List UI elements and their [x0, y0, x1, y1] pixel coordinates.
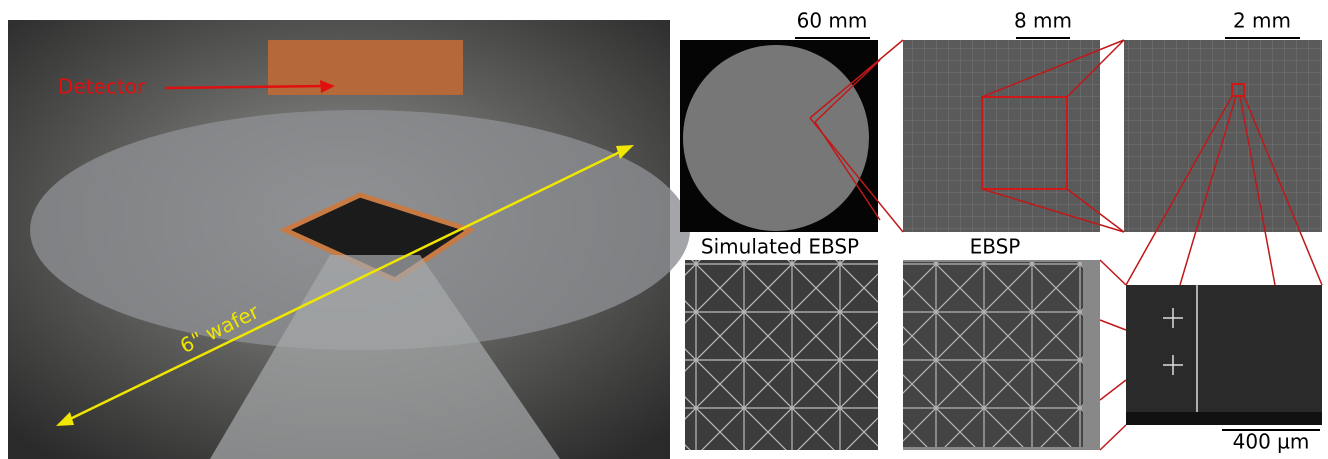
zoom-map-1: [903, 40, 1100, 232]
ebsp-pattern: [903, 262, 1083, 447]
ebsp-title: EBSP: [970, 235, 1021, 259]
zoom-map-2: [1124, 40, 1322, 232]
scale-label: 400 µm: [1233, 430, 1310, 454]
scale-label: 8 mm: [1014, 9, 1072, 33]
scale-label: 60 mm: [797, 9, 868, 33]
simulated-title: Simulated EBSP: [701, 235, 859, 259]
figure: Detector 6" wafer 60 mm 8 mm 2 mm Simula…: [0, 0, 1328, 459]
simulated-pattern: [685, 260, 878, 450]
detector-label: Detector: [58, 75, 146, 99]
sem-info-bar: [1126, 412, 1322, 425]
scale-label: 2 mm: [1233, 9, 1291, 33]
wafer-disc: [683, 45, 869, 231]
sem-image: [1126, 285, 1322, 425]
